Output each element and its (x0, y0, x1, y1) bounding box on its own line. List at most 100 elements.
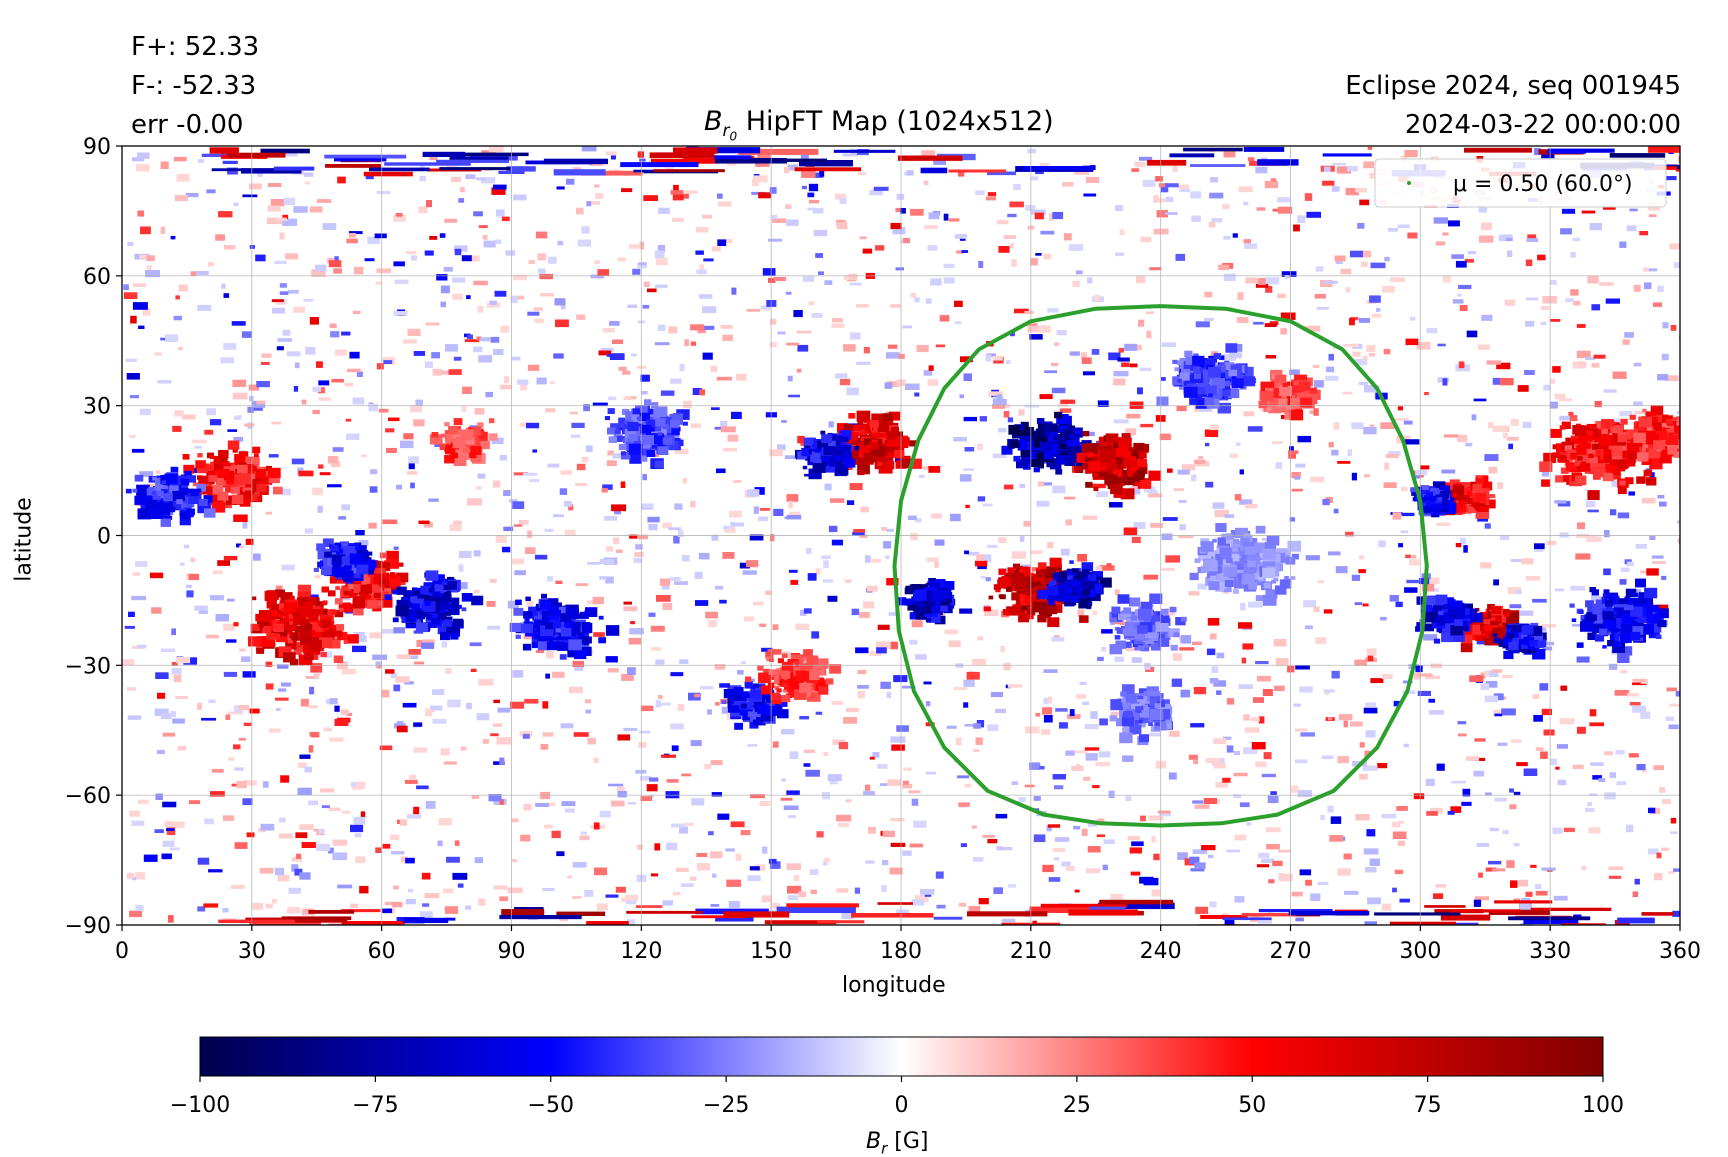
map-pixel (1474, 757, 1486, 761)
map-pixel (788, 569, 798, 573)
map-pixel (1074, 889, 1080, 893)
map-pixel (249, 708, 260, 714)
map-pixel (152, 493, 161, 500)
map-pixel (369, 632, 382, 639)
map-pixel (135, 872, 146, 880)
map-pixel (396, 725, 408, 733)
map-pixel (1172, 165, 1178, 172)
map-pixel (272, 898, 277, 904)
map-pixel (363, 171, 413, 177)
map-pixel (911, 798, 919, 806)
map-pixel (1148, 815, 1164, 821)
map-pixel (862, 447, 876, 458)
map-pixel (1091, 349, 1100, 355)
map-pixel (1190, 191, 1201, 199)
map-pixel (1327, 717, 1333, 721)
map-pixel (1096, 491, 1109, 498)
map-pixel (470, 255, 480, 262)
map-pixel (963, 416, 977, 422)
map-pixel (1265, 355, 1277, 359)
map-pixel (886, 528, 894, 532)
map-pixel (1052, 485, 1066, 494)
map-pixel (925, 771, 936, 775)
map-pixel (1179, 524, 1186, 531)
map-pixel (1036, 570, 1045, 578)
map-pixel (973, 723, 981, 729)
map-pixel (670, 723, 684, 730)
map-pixel (1113, 419, 1129, 424)
map-pixel (172, 821, 185, 828)
map-pixel (1264, 180, 1278, 189)
map-pixel (222, 908, 229, 913)
map-pixel (1556, 744, 1568, 749)
map-pixel (1129, 456, 1136, 462)
map-pixel (680, 193, 689, 199)
map-pixel (175, 295, 180, 300)
map-pixel (378, 580, 386, 586)
map-pixel (283, 629, 293, 637)
map-pixel (606, 460, 617, 467)
map-pixel (851, 913, 934, 918)
map-pixel (896, 193, 905, 200)
map-pixel (731, 411, 742, 419)
map-pixel (787, 885, 802, 894)
map-pixel (546, 617, 551, 621)
map-pixel (374, 233, 387, 239)
map-pixel (413, 419, 425, 427)
map-pixel (1071, 765, 1084, 771)
map-pixel (988, 595, 994, 600)
map-pixel (477, 306, 484, 313)
map-pixel (1350, 721, 1363, 727)
map-pixel (979, 416, 987, 422)
map-pixel (296, 853, 302, 859)
map-pixel (965, 504, 970, 509)
map-pixel (1179, 647, 1195, 651)
map-pixel (1506, 860, 1515, 868)
map-pixel (1038, 562, 1047, 570)
map-pixel (183, 657, 197, 665)
map-pixel (1505, 237, 1513, 241)
map-pixel (288, 887, 301, 894)
map-pixel (910, 533, 918, 541)
map-pixel (1105, 433, 1119, 444)
map-pixel (858, 172, 867, 176)
map-pixel (906, 170, 914, 176)
map-pixel (822, 862, 828, 866)
map-pixel (1060, 593, 1070, 602)
map-pixel (833, 149, 896, 153)
map-pixel (222, 815, 235, 821)
map-pixel (227, 598, 235, 602)
map-pixel (1661, 799, 1671, 805)
map-pixel (405, 598, 417, 608)
map-pixel (151, 491, 157, 495)
map-pixel (1415, 474, 1420, 479)
map-pixel (197, 453, 203, 458)
map-pixel (1018, 409, 1025, 416)
map-pixel (839, 430, 852, 440)
map-pixel (493, 349, 504, 355)
map-pixel (1101, 629, 1113, 634)
map-pixel (1557, 501, 1571, 507)
map-pixel (1550, 758, 1557, 766)
map-pixel (1284, 275, 1290, 279)
map-pixel (880, 433, 886, 438)
map-pixel (1358, 382, 1369, 386)
map-pixel (320, 609, 334, 621)
map-pixel (1009, 243, 1015, 249)
map-pixel (559, 654, 567, 660)
map-pixel (720, 325, 733, 329)
map-pixel (155, 484, 163, 490)
map-pixel (1138, 156, 1153, 161)
map-pixel (518, 520, 529, 525)
map-pixel (294, 868, 303, 876)
map-pixel (1082, 431, 1090, 437)
map-pixel (496, 737, 512, 745)
map-pixel (172, 718, 185, 724)
map-pixel (1481, 314, 1493, 321)
map-pixel (1678, 155, 1680, 163)
map-pixel (1176, 405, 1187, 412)
map-pixel (909, 843, 923, 848)
map-pixel (321, 586, 329, 593)
map-pixel (1333, 508, 1339, 514)
map-pixel (514, 570, 526, 576)
